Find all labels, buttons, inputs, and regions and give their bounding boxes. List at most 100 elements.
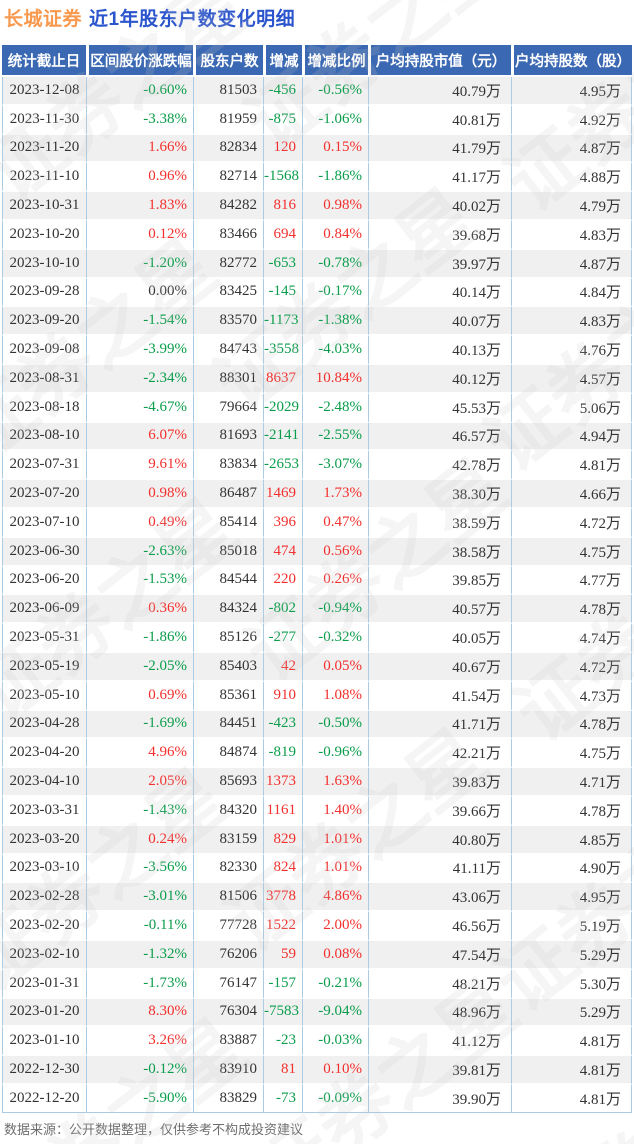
table-row: 2023-10-20 0.12% 83466 694 0.84% 39.68万 4.83万: [2, 220, 632, 250]
cell-price-change: -1.32%: [86, 940, 193, 970]
cell-avg-market-value: 40.57万: [368, 595, 511, 625]
cell-price-change: -1.43%: [86, 796, 193, 826]
cell-avg-shares: 4.73万: [511, 681, 632, 711]
cell-avg-market-value: 40.81万: [368, 105, 511, 135]
cell-avg-shares: 4.75万: [511, 537, 632, 567]
cell-delta: 816: [263, 192, 302, 221]
cell-delta-ratio: -0.32%: [302, 624, 368, 653]
cell-avg-market-value: 40.07万: [368, 307, 511, 337]
cell-delta: 824: [263, 854, 302, 884]
cell-delta: -456: [263, 77, 302, 106]
cell-delta-ratio: -0.78%: [302, 249, 368, 279]
cell-avg-market-value: 39.90万: [368, 1084, 511, 1113]
cell-delta-ratio: 1.01%: [302, 854, 368, 884]
cell-avg-shares: 4.90万: [511, 854, 632, 884]
table-row: 2023-07-20 0.98% 86487 1469 1.73% 38.30万 4.66万: [2, 480, 632, 509]
cell-avg-shares: 4.75万: [511, 739, 632, 769]
cell-holders: 82330: [193, 854, 263, 884]
cell-date: 2023-04-10: [2, 768, 86, 797]
table-row: 2023-10-31 1.83% 84282 816 0.98% 40.02万 4.79万: [2, 192, 632, 221]
cell-delta-ratio: 10.84%: [302, 364, 368, 394]
cell-delta: 59: [263, 940, 302, 970]
cell-price-change: -5.90%: [86, 1084, 193, 1113]
cell-delta: -1568: [263, 163, 302, 193]
cell-price-change: -2.34%: [86, 364, 193, 394]
cell-avg-market-value: 40.14万: [368, 278, 511, 308]
cell-avg-market-value: 41.79万: [368, 134, 511, 164]
table-row: 2023-10-10 -1.20% 82772 -653 -0.78% 39.97万 4.8…: [2, 249, 632, 279]
cell-avg-shares: 4.74万: [511, 624, 632, 653]
cell-delta-ratio: -1.06%: [302, 105, 368, 135]
cell-price-change: -0.60%: [86, 77, 193, 106]
cell-price-change: 1.66%: [86, 134, 193, 164]
cell-delta-ratio: -2.48%: [302, 393, 368, 423]
table-row: 2022-12-30 -0.12% 83910 81 0.10% 39.81万 4.81万: [2, 1056, 632, 1085]
cell-price-change: -1.69%: [86, 710, 193, 740]
cell-holders: 88301: [193, 364, 263, 394]
cell-avg-shares: 4.66万: [511, 480, 632, 509]
cell-date: 2023-07-10: [2, 508, 86, 538]
cell-date: 2023-10-20: [2, 220, 86, 250]
table-row: 2023-11-30 -3.38% 81959 -875 -1.06% 40.81万 4.9…: [2, 105, 632, 135]
column-header-5: 增减比例: [302, 45, 368, 77]
cell-delta-ratio: -0.03%: [302, 1027, 368, 1057]
cell-date: 2023-12-08: [2, 77, 86, 106]
cell-delta: 694: [263, 220, 302, 250]
cell-delta: 81: [263, 1056, 302, 1085]
cell-holders: 85018: [193, 537, 263, 567]
table-body: 2023-12-08 -0.60% 81503 -456 -0.56% 40.79万 4.9…: [2, 77, 632, 1113]
cell-delta: 8637: [263, 364, 302, 394]
cell-delta-ratio: 0.15%: [302, 134, 368, 164]
table-row: 2023-11-20 1.66% 82834 120 0.15% 41.79万 4.87万: [2, 134, 632, 164]
table-row: 2023-08-18 -4.67% 79664 -2029 -2.48% 45.53万 5.…: [2, 393, 632, 423]
cell-delta: 42: [263, 652, 302, 682]
cell-avg-market-value: 40.02万: [368, 192, 511, 221]
cell-delta: 1469: [263, 480, 302, 509]
cell-price-change: 8.30%: [86, 998, 193, 1028]
cell-avg-market-value: 45.53万: [368, 393, 511, 423]
cell-avg-shares: 4.81万: [511, 1027, 632, 1057]
cell-price-change: 6.07%: [86, 422, 193, 452]
table-row: 2023-05-19 -2.05% 85403 42 0.05% 40.67万 4.72万: [2, 652, 632, 682]
cell-holders: 84282: [193, 192, 263, 221]
table-row: 2023-06-30 -2.63% 85018 474 0.56% 38.58万 4.75万: [2, 537, 632, 567]
table-row: 2023-04-20 4.96% 84874 -819 -0.96% 42.21万 4.75…: [2, 739, 632, 769]
cell-avg-shares: 4.87万: [511, 249, 632, 279]
cell-avg-market-value: 39.97万: [368, 249, 511, 279]
table-row: 2023-04-28 -1.69% 84451 -423 -0.50% 41.71万 4.7…: [2, 710, 632, 740]
cell-price-change: 0.98%: [86, 480, 193, 509]
cell-holders: 76206: [193, 940, 263, 970]
cell-avg-shares: 4.71万: [511, 768, 632, 797]
column-header-2: 区间股价涨跌幅: [86, 45, 193, 77]
cell-price-change: 0.36%: [86, 595, 193, 625]
cell-holders: 84743: [193, 336, 263, 365]
cell-delta: 1161: [263, 796, 302, 826]
cell-holders: 81503: [193, 77, 263, 106]
cell-avg-shares: 5.30万: [511, 969, 632, 999]
table-row: 2023-01-10 3.26% 83887 -23 -0.03% 41.12万 4.81万: [2, 1027, 632, 1057]
cell-delta: 396: [263, 508, 302, 538]
cell-avg-market-value: 42.78万: [368, 451, 511, 481]
cell-avg-market-value: 41.71万: [368, 710, 511, 740]
cell-date: 2023-01-20: [2, 998, 86, 1028]
cell-avg-shares: 4.87万: [511, 134, 632, 164]
cell-holders: 85693: [193, 768, 263, 797]
cell-avg-shares: 4.85万: [511, 825, 632, 855]
cell-holders: 83466: [193, 220, 263, 250]
cell-delta: -145: [263, 278, 302, 308]
cell-price-change: 0.69%: [86, 681, 193, 711]
table-header-row: 统计截止日 区间股价涨跌幅 股东户数 增减 增减比例 户均持股市值（元） 户均持股数（股）: [2, 45, 632, 77]
table-row: 2023-06-09 0.36% 84324 -802 -0.94% 40.57万 4.78…: [2, 595, 632, 625]
cell-date: 2023-05-10: [2, 681, 86, 711]
table-row: 2023-03-31 -1.43% 84320 1161 1.40% 39.66万 4.78…: [2, 796, 632, 826]
table-row: 2023-09-08 -3.99% 84743 -3558 -4.03% 40.13万 4.…: [2, 336, 632, 365]
cell-avg-shares: 4.76万: [511, 336, 632, 365]
cell-date: 2023-06-30: [2, 537, 86, 567]
cell-avg-market-value: 40.12万: [368, 364, 511, 394]
cell-avg-market-value: 41.17万: [368, 163, 511, 193]
cell-avg-shares: 4.88万: [511, 163, 632, 193]
cell-price-change: -1.86%: [86, 624, 193, 653]
cell-delta-ratio: -0.21%: [302, 969, 368, 999]
cell-holders: 77728: [193, 912, 263, 941]
cell-avg-shares: 4.72万: [511, 652, 632, 682]
